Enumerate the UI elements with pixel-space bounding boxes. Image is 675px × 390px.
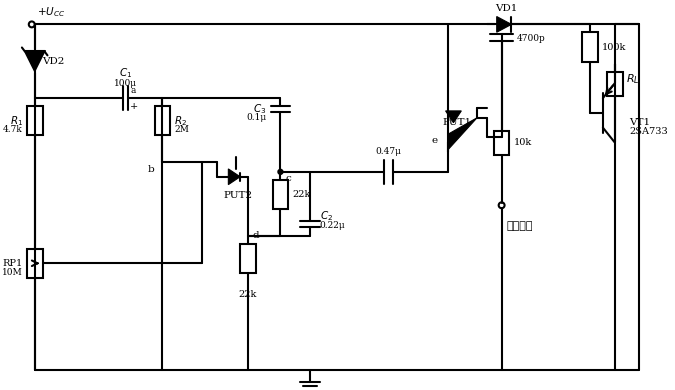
Bar	[493, 131, 510, 155]
Text: 2M: 2M	[174, 125, 189, 134]
Text: 100μ: 100μ	[113, 79, 137, 88]
Text: PUT1: PUT1	[443, 118, 472, 127]
Bar	[27, 106, 43, 135]
Text: 22k: 22k	[239, 290, 257, 299]
Text: $R_L$: $R_L$	[626, 73, 640, 86]
Text: $R_1$: $R_1$	[9, 114, 23, 128]
Text: b: b	[148, 165, 155, 174]
Text: 输入信号: 输入信号	[506, 221, 533, 231]
Text: e: e	[431, 136, 437, 145]
Polygon shape	[25, 51, 45, 71]
Bar	[607, 72, 622, 96]
Text: $C_3$: $C_3$	[253, 102, 267, 116]
Polygon shape	[446, 111, 461, 123]
Polygon shape	[448, 118, 477, 150]
Text: +: +	[130, 102, 138, 111]
Text: a: a	[130, 86, 136, 95]
Text: 0.1μ: 0.1μ	[246, 113, 267, 122]
Text: 0.47μ: 0.47μ	[375, 147, 402, 156]
Text: VD1: VD1	[495, 4, 518, 12]
Text: 2SA733: 2SA733	[629, 127, 668, 136]
Text: $R_2$: $R_2$	[174, 114, 188, 128]
Text: 4700p: 4700p	[516, 34, 545, 43]
Bar	[155, 106, 170, 135]
Text: RP1: RP1	[3, 259, 23, 268]
Bar	[240, 244, 256, 273]
Bar	[583, 32, 598, 62]
Text: VD2: VD2	[43, 57, 65, 66]
Text: $C_2$: $C_2$	[320, 209, 333, 223]
Text: 10M: 10M	[2, 268, 23, 277]
Text: d: d	[253, 231, 260, 240]
Bar	[273, 180, 288, 209]
Text: PUT2: PUT2	[223, 191, 252, 200]
Text: 10k: 10k	[514, 138, 532, 147]
Text: VT1: VT1	[629, 118, 651, 127]
Text: 100k: 100k	[602, 43, 626, 51]
Bar	[27, 248, 43, 278]
Text: 22k: 22k	[292, 190, 310, 199]
Text: 4.7k: 4.7k	[3, 125, 23, 134]
Text: $+U_{CC}$: $+U_{CC}$	[36, 6, 65, 20]
Text: c: c	[286, 174, 291, 183]
Text: $C_1$: $C_1$	[119, 67, 132, 80]
Polygon shape	[497, 16, 512, 32]
Text: 0.22μ: 0.22μ	[320, 222, 346, 230]
Polygon shape	[228, 169, 240, 184]
Circle shape	[278, 169, 283, 174]
